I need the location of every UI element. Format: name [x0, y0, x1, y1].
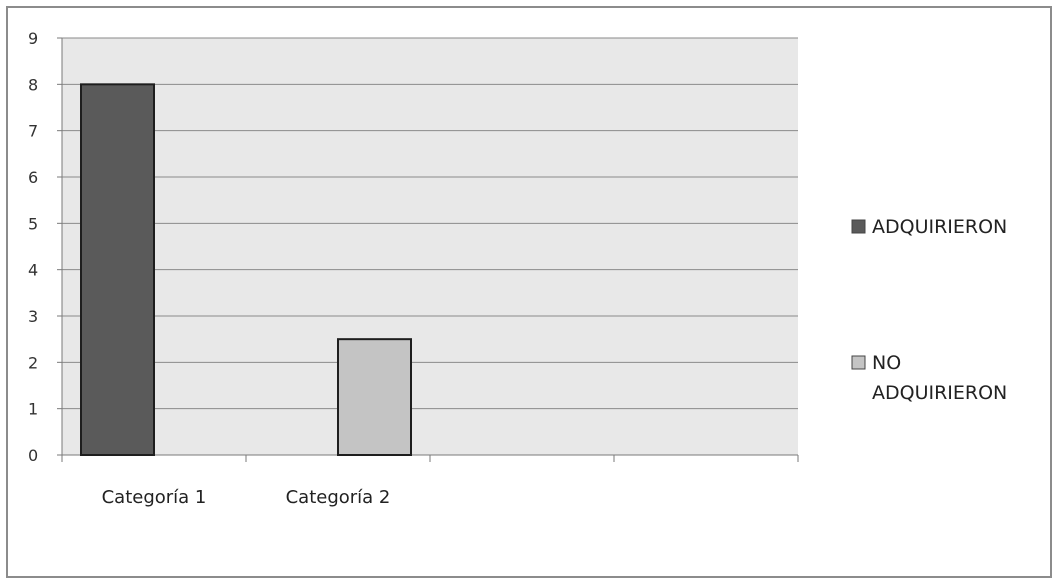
y-tick-label: 5: [28, 214, 38, 233]
y-tick-label: 7: [28, 122, 38, 141]
bar-no-adquirieron: [337, 338, 412, 456]
legend-label: ADQUIRIERON: [872, 382, 1007, 404]
y-tick-label: 9: [28, 29, 38, 48]
legend-swatch: [851, 219, 866, 234]
y-tick-label: 8: [28, 75, 38, 94]
y-tick-label: 4: [28, 261, 38, 280]
y-tick-label: 6: [28, 168, 38, 187]
x-tick-label: Categoría 2: [286, 487, 391, 508]
y-tick-label: 2: [28, 353, 38, 372]
legend-label: ADQUIRIERON: [872, 216, 1007, 238]
bar-adquirieron: [80, 83, 155, 456]
plot-area: [62, 38, 798, 455]
y-tick-label: 3: [28, 307, 38, 326]
y-tick-label: 1: [28, 400, 38, 419]
legend-swatch: [851, 355, 866, 370]
y-tick-label: 0: [28, 446, 38, 465]
legend-label: NO: [872, 352, 901, 374]
x-tick-label: Categoría 1: [102, 487, 207, 508]
